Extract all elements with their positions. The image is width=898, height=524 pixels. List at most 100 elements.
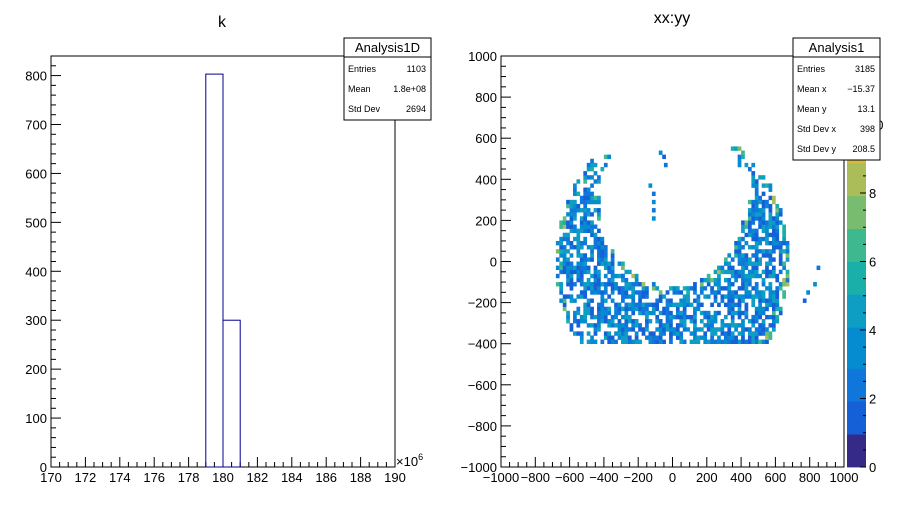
heatmap-cell [665, 323, 670, 328]
palette-swatch [847, 171, 866, 180]
heatmap-cell [641, 290, 646, 295]
heatmap-cell [597, 249, 601, 254]
heatmap-cell [758, 331, 762, 336]
heatmap-cell [583, 265, 588, 271]
heatmap-cell [771, 294, 776, 299]
heatmap-cell [597, 319, 601, 324]
heatmap-cell [669, 310, 673, 316]
heatmap-cell [627, 302, 632, 308]
heatmap-cell [751, 179, 756, 184]
heatmap-cell [771, 195, 776, 201]
heatmap-cell [785, 253, 790, 258]
heatmap-cell [706, 294, 711, 299]
heatmap-cell [593, 195, 598, 201]
heatmap-cell [765, 183, 769, 188]
heatmap-cell [717, 282, 721, 287]
heatmap-cell [747, 224, 752, 229]
heatmap-cell [597, 314, 601, 320]
heatmap-cell [624, 269, 629, 275]
heatmap-cell [727, 298, 732, 303]
heatmap-cell [768, 187, 773, 192]
heatmap-cell [576, 208, 581, 213]
heatmap-cell [754, 228, 759, 234]
heatmap-cell [737, 154, 742, 160]
y-tick-label: 400 [475, 172, 497, 187]
heatmap-cell [624, 314, 629, 320]
heatmap-cell [703, 310, 708, 316]
heatmap-cell [751, 339, 756, 344]
heatmap-cell [758, 249, 762, 254]
heatmap-cell [610, 265, 615, 271]
heatmap-cell [631, 273, 636, 279]
heatmap-cell [727, 294, 732, 299]
heatmap-cell [741, 253, 745, 258]
heatmap-cell [566, 273, 570, 279]
heatmap-cell [576, 245, 581, 250]
heatmap-cell [621, 277, 625, 283]
heatmap-cell [703, 286, 708, 291]
heatmap-cell [693, 286, 697, 291]
heatmap-cell [669, 323, 673, 328]
heatmap-cell [727, 290, 732, 295]
heatmap-cell [727, 286, 732, 291]
heatmap-cell [569, 277, 574, 283]
heatmap-cell [624, 327, 629, 332]
heatmap-cell [562, 294, 567, 299]
heatmap-cell [634, 339, 639, 344]
heatmap-cell [717, 302, 721, 308]
heatmap-cell [754, 306, 759, 312]
heatmap-cell [768, 220, 773, 225]
heatmap-cell [579, 319, 584, 324]
heatmap-cell [669, 331, 673, 336]
heatmap-cell [597, 257, 601, 262]
heatmap-cell [638, 310, 642, 316]
heatmap-cell [603, 306, 608, 312]
heatmap-cell [730, 339, 735, 344]
heatmap-cell [586, 306, 591, 312]
heatmap-cell [573, 212, 577, 217]
heatmap-cell [765, 335, 769, 340]
x-tick-label: 174 [109, 470, 131, 485]
heatmap-cell [723, 335, 728, 340]
heatmap-cell [603, 310, 608, 316]
heatmap-cell [624, 331, 629, 336]
heatmap-cell [627, 319, 632, 324]
heatmap-cell [566, 240, 570, 246]
heatmap-cell [730, 146, 735, 151]
heatmap-cell [744, 294, 749, 299]
left-stats-label: Mean [348, 84, 371, 94]
heatmap-cell [621, 261, 625, 266]
heatmap-cell [778, 282, 783, 287]
heatmap-cell [771, 224, 776, 229]
heatmap-cell [586, 199, 591, 205]
heatmap-cell [693, 282, 697, 287]
heatmap-cell [675, 290, 680, 295]
heatmap-cell [651, 339, 656, 344]
heatmap-cell [590, 212, 594, 217]
heatmap-cell [645, 294, 649, 299]
heatmap-cell [586, 282, 591, 287]
heatmap-cell [662, 331, 666, 336]
heatmap-cell [730, 310, 735, 316]
heatmap-cell [765, 249, 769, 254]
heatmap-cell [569, 208, 574, 213]
heatmap-cell [730, 294, 735, 299]
heatmap-cell [590, 323, 594, 328]
heatmap-cell [583, 191, 588, 197]
heatmap-cell [710, 314, 714, 320]
heatmap-cell [645, 335, 649, 340]
heatmap-cell [586, 298, 591, 303]
heatmap-cell [583, 257, 588, 262]
heatmap-cell [555, 249, 560, 254]
heatmap-cell [771, 298, 776, 303]
x-tick-label: −400 [589, 470, 618, 485]
heatmap-cell [768, 282, 773, 287]
palette-swatch [847, 425, 866, 435]
heatmap-cell [775, 277, 780, 283]
heatmap-cell [682, 314, 687, 320]
heatmap-cell [672, 290, 677, 295]
heatmap-cell [586, 323, 591, 328]
palette-swatch [847, 195, 866, 205]
palette-swatch [847, 245, 866, 254]
heatmap-cell [765, 220, 769, 225]
